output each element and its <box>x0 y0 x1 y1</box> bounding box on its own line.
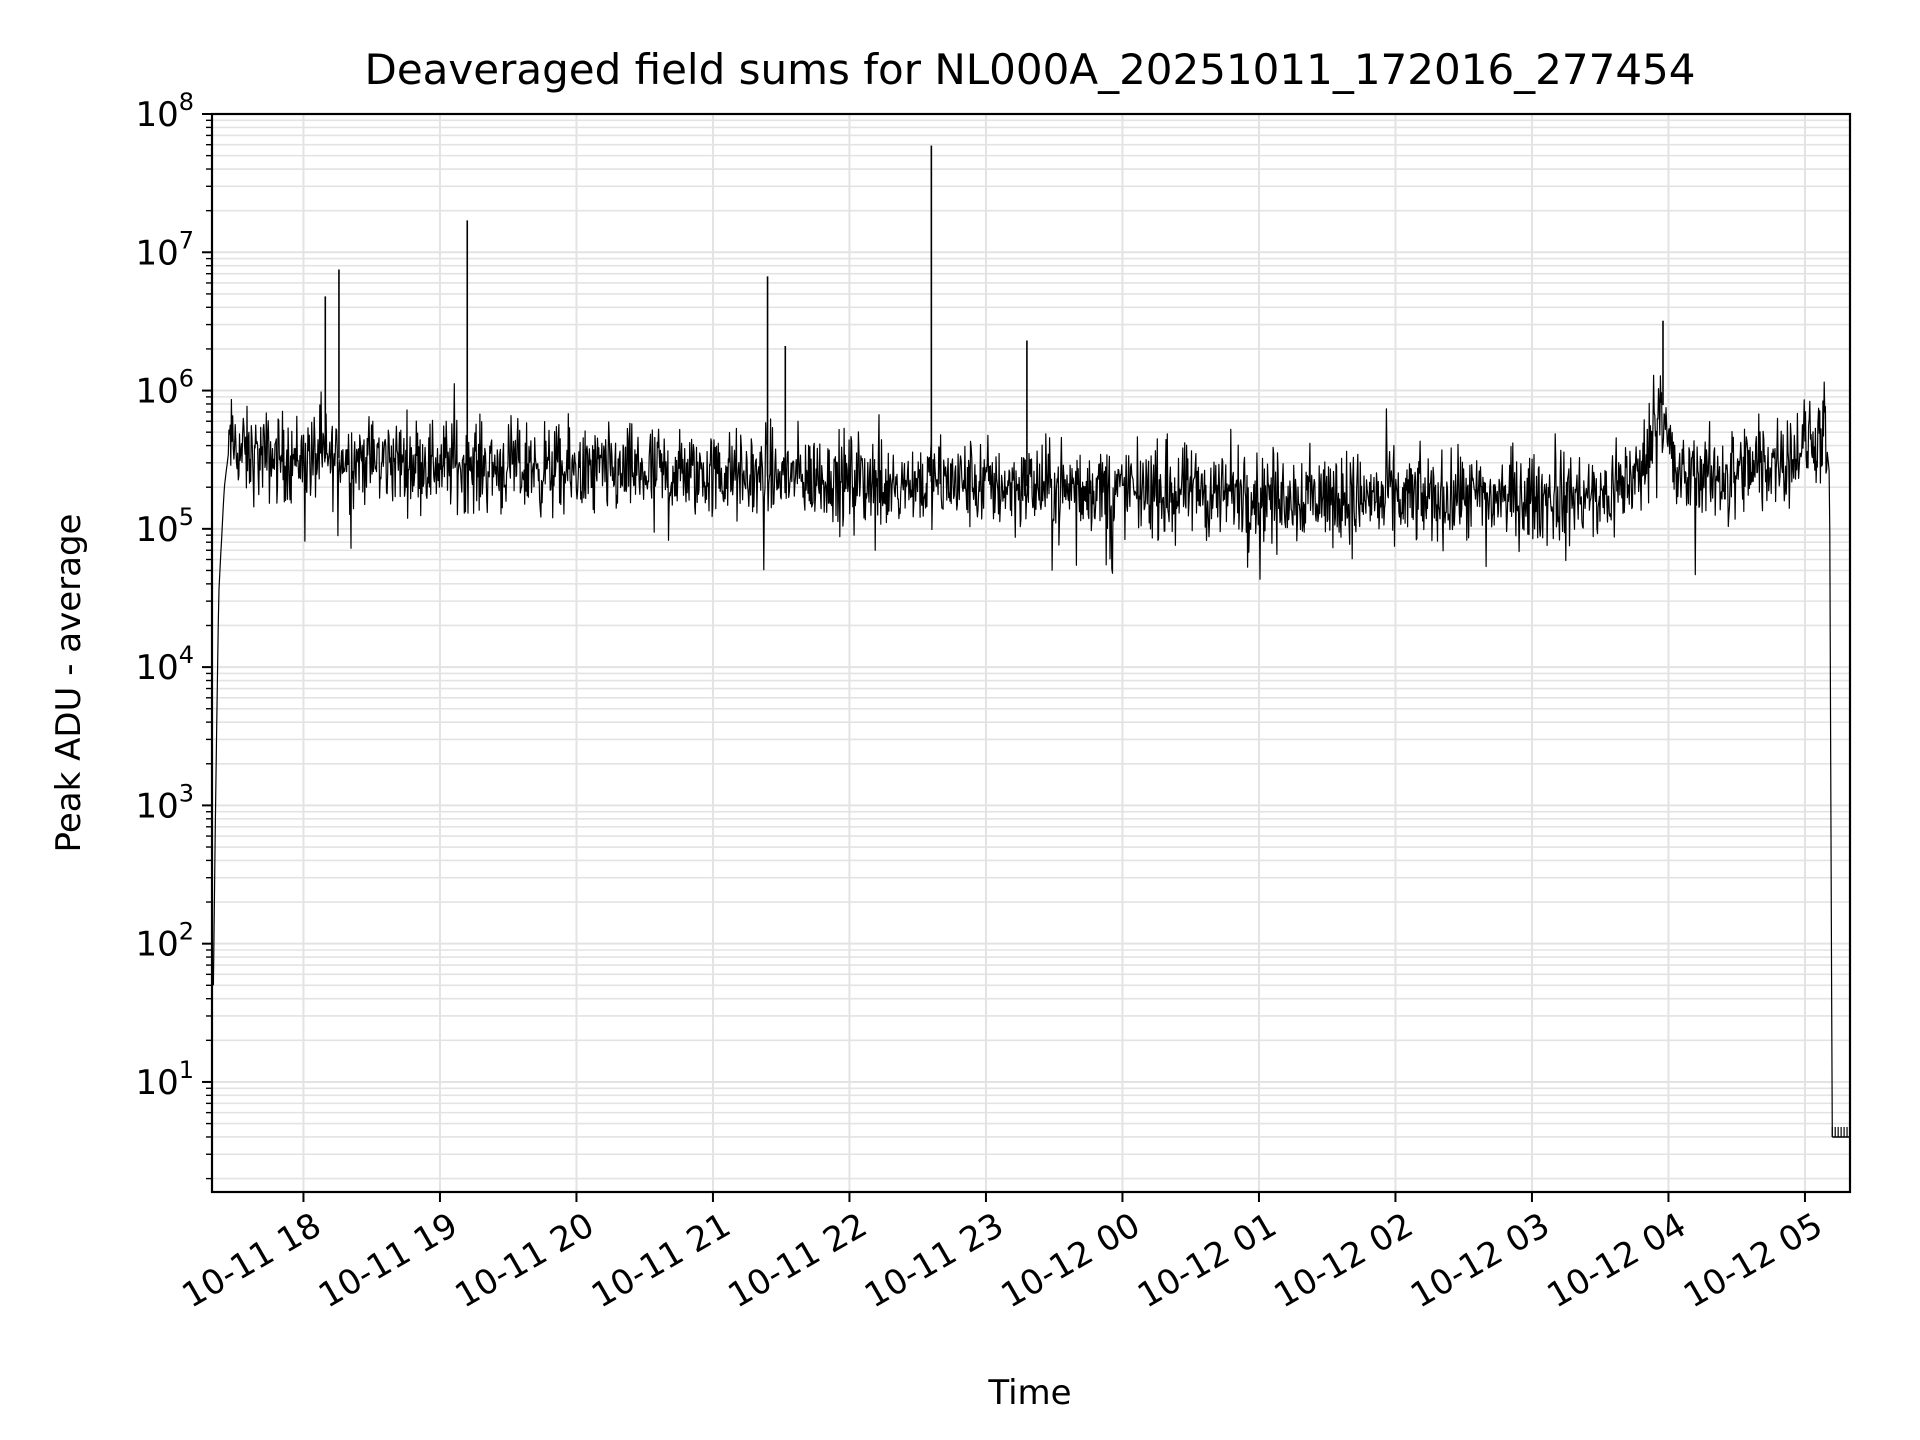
chart-title: Deaveraged field sums for NL000A_2025101… <box>365 45 1696 94</box>
y-axis-label: Peak ADU - average <box>49 514 89 853</box>
y-tick-label: 106 <box>135 365 194 412</box>
y-tick-label: 108 <box>135 88 194 135</box>
y-tick-label: 105 <box>135 503 194 550</box>
series <box>212 145 1850 1138</box>
y-tick-label: 103 <box>135 779 194 826</box>
series-line <box>212 374 1833 1138</box>
y-tick-label: 104 <box>135 641 194 688</box>
y-tick-label: 107 <box>135 226 194 273</box>
x-axis-label: Time <box>987 1373 1071 1413</box>
axes-frame <box>210 112 1852 1194</box>
y-tick-label: 102 <box>135 918 194 965</box>
y-tick-label: 101 <box>135 1056 194 1103</box>
